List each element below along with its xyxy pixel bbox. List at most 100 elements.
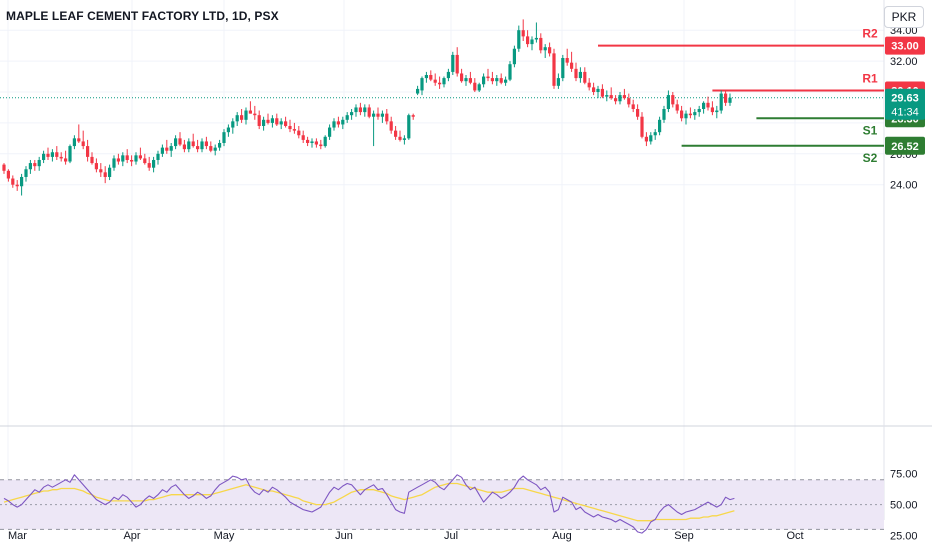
candle-body <box>121 155 125 162</box>
x-tick-label: May <box>214 530 235 542</box>
candle-body <box>262 119 266 126</box>
candle-body <box>402 138 406 140</box>
candle-body <box>218 142 222 148</box>
candle-body <box>693 112 697 116</box>
candle-body <box>125 155 129 160</box>
candle-body <box>50 152 54 157</box>
candle-body <box>499 78 503 83</box>
candle-body <box>235 115 239 122</box>
rsi-line <box>3 474 735 534</box>
candle-body <box>438 82 442 85</box>
candle-body <box>512 48 516 65</box>
candle-body <box>539 37 543 51</box>
candle-body <box>697 108 701 113</box>
candle-body <box>565 58 569 63</box>
level-tag-text: 26.52 <box>891 141 919 153</box>
candle-body <box>548 47 552 54</box>
candle-body <box>165 147 169 151</box>
candle-body <box>407 115 411 139</box>
candle-body <box>68 146 72 162</box>
candle-body <box>90 156 94 164</box>
candle-body <box>482 76 486 85</box>
currency-button[interactable]: PKR <box>884 6 924 28</box>
candle-body <box>279 121 283 125</box>
candle-body <box>2 164 6 171</box>
candle-body <box>367 107 371 117</box>
candle-body <box>570 62 574 69</box>
last-price-tag <box>885 88 925 120</box>
candle-body <box>649 135 653 142</box>
candle-body <box>521 30 525 37</box>
candle-body <box>354 107 358 113</box>
chart-title: MAPLE LEAF CEMENT FACTORY LTD, 1D, PSX <box>6 9 279 23</box>
candle-body <box>666 95 670 109</box>
x-tick-label: Sep <box>674 530 694 542</box>
candle-body <box>99 169 103 173</box>
candle-body <box>636 108 640 117</box>
candle-body <box>710 107 714 113</box>
candle-body <box>389 121 393 131</box>
candle-body <box>37 159 41 167</box>
candle-body <box>187 141 191 150</box>
candle-body <box>614 98 618 102</box>
candle-body <box>398 136 402 140</box>
rsi-tick-label: 75.00 <box>890 469 918 481</box>
candle-body <box>728 97 732 103</box>
candle-body <box>222 132 226 143</box>
candle-body <box>460 73 464 82</box>
candle-body <box>675 104 679 111</box>
candle-body <box>11 178 15 185</box>
candle-body <box>266 119 270 123</box>
candle-body <box>495 78 499 82</box>
candle-body <box>284 121 288 126</box>
x-tick-label: Aug <box>552 530 572 542</box>
candle-body <box>609 95 613 99</box>
axes: 34.0032.0028.0026.0024.0075.0050.0025.00… <box>8 25 918 542</box>
candle-body <box>15 184 19 187</box>
candle-body <box>464 78 468 82</box>
candle-body <box>169 146 173 151</box>
candle-body <box>468 78 472 83</box>
x-tick-label: Apr <box>123 530 140 542</box>
candle-body <box>297 130 301 136</box>
candle-body <box>301 135 305 140</box>
candle-body <box>130 159 134 162</box>
candle-body <box>561 58 565 79</box>
candle-body <box>662 108 666 120</box>
candle-body <box>486 76 490 79</box>
candle-body <box>618 95 622 102</box>
y-tick-label: 24.00 <box>890 180 918 192</box>
candle-body <box>433 79 437 83</box>
candle-body <box>702 102 706 109</box>
candle-body <box>108 167 112 177</box>
rsi-tick-label: 25.00 <box>890 531 918 543</box>
candle-body <box>174 138 178 147</box>
support-resistance-lines: R2 R1 S1 S2 <box>0 27 884 165</box>
candle-body <box>363 107 367 113</box>
candle-body <box>583 71 587 83</box>
candle-body <box>358 107 362 113</box>
candle-body <box>292 129 296 131</box>
y-tick-label: 34.00 <box>890 25 918 37</box>
level-name-s2: S2 <box>863 151 878 165</box>
candle-body <box>55 152 59 157</box>
candle-body <box>213 147 217 151</box>
candle-body <box>504 79 508 83</box>
level-tag-text: 33.00 <box>891 41 919 53</box>
candle-body <box>306 139 310 143</box>
candle-body <box>631 104 635 109</box>
candle-body <box>578 71 582 79</box>
candle-body <box>46 153 50 157</box>
candle-body <box>442 78 446 85</box>
candle-body <box>380 113 384 117</box>
candle-body <box>530 39 534 45</box>
countdown-text: 41:34 <box>891 107 919 119</box>
candle-body <box>182 144 186 150</box>
candle-body <box>473 82 477 91</box>
candle-body <box>420 78 424 91</box>
candle-body <box>86 146 90 157</box>
candle-body <box>592 87 596 92</box>
x-tick-label: Mar <box>8 530 27 542</box>
candle-body <box>490 78 494 82</box>
